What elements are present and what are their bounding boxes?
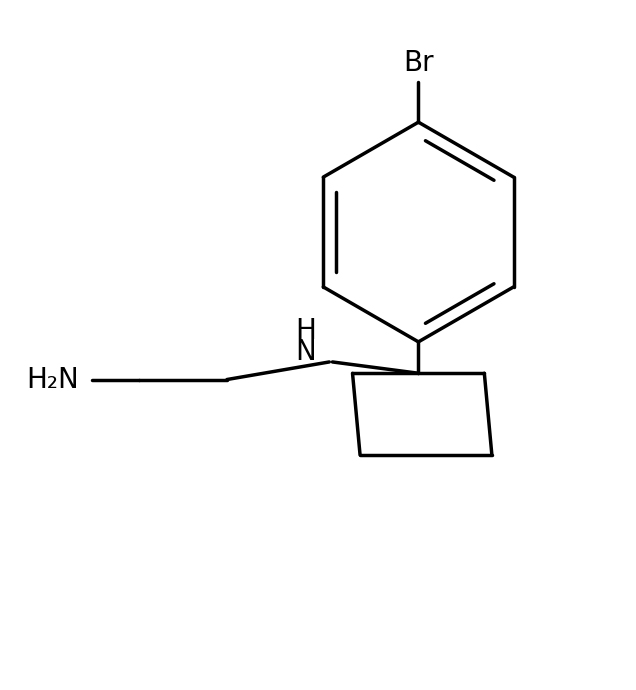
Text: H: H	[295, 317, 316, 345]
Text: H₂N: H₂N	[27, 366, 80, 393]
Text: N: N	[295, 337, 316, 366]
Text: Br: Br	[403, 49, 434, 77]
